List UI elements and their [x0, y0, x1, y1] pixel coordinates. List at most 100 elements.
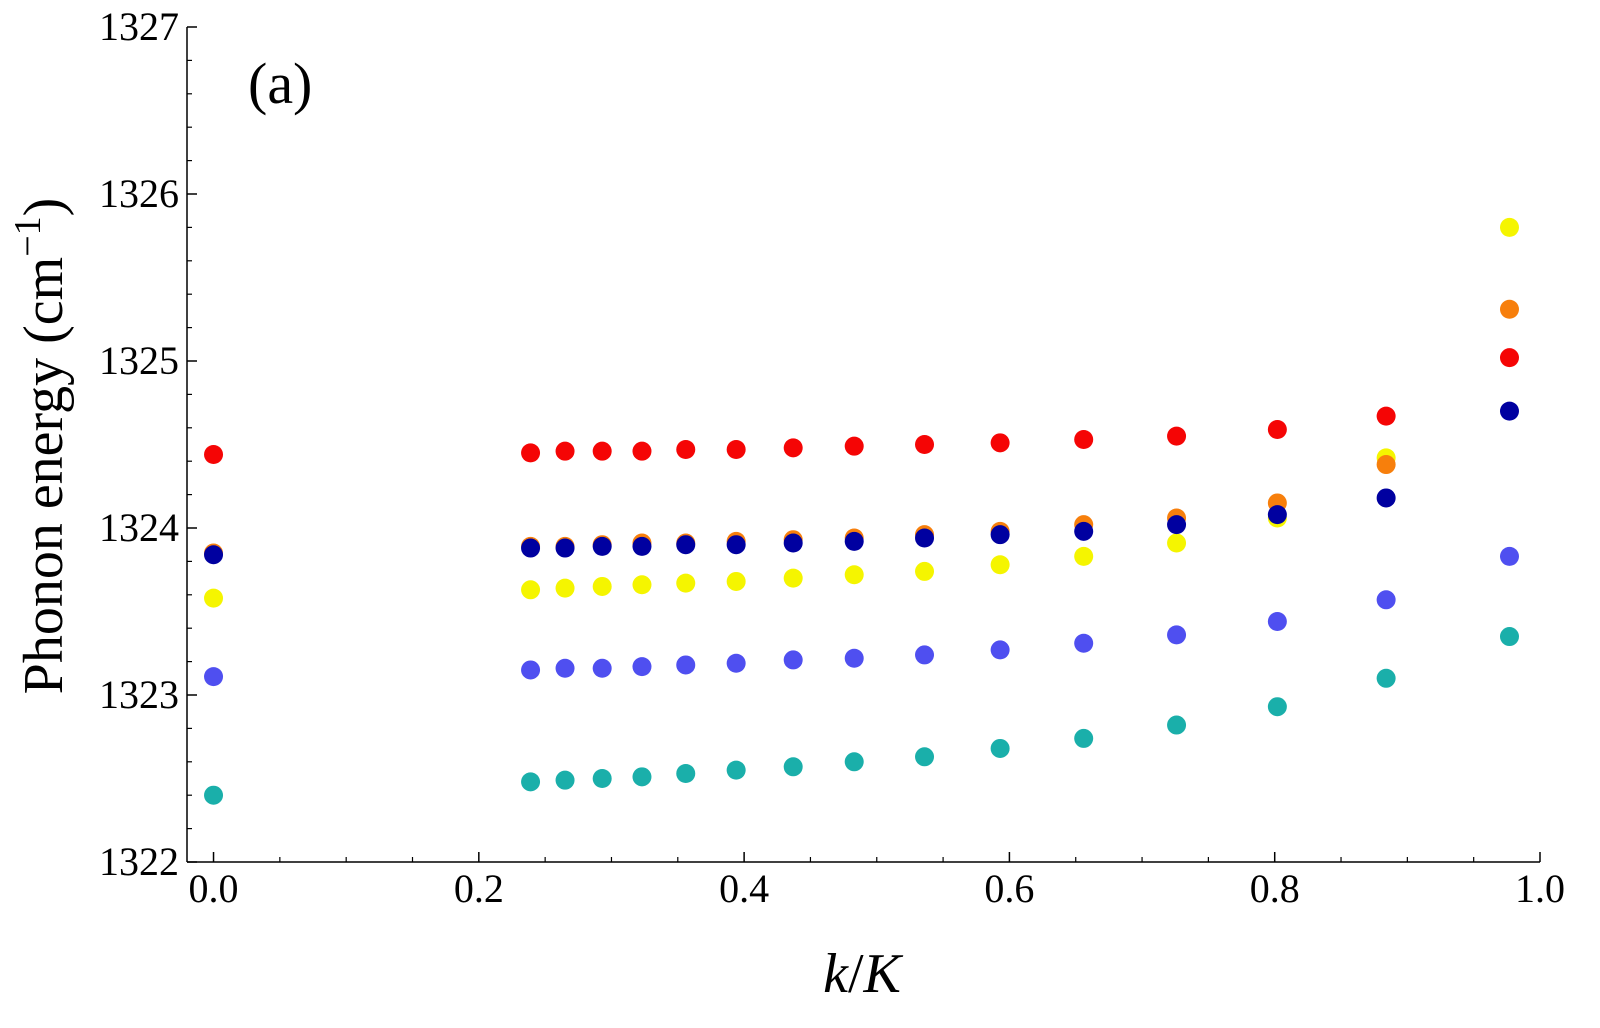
data-points	[204, 217, 1519, 805]
data-point	[1499, 401, 1519, 421]
data-point	[1376, 406, 1396, 426]
data-point	[204, 445, 224, 465]
data-point	[632, 767, 652, 787]
data-point	[726, 653, 746, 673]
data-point	[555, 658, 575, 678]
data-point	[1074, 546, 1094, 566]
data-point	[676, 573, 696, 593]
series-red	[204, 348, 1519, 465]
y-tick-label: 1327	[99, 4, 179, 49]
data-point	[915, 561, 935, 581]
data-point	[1074, 521, 1094, 541]
y-tick-label: 1323	[99, 672, 179, 717]
data-point	[1499, 299, 1519, 319]
data-point	[204, 785, 224, 805]
data-point	[1167, 625, 1187, 645]
data-point	[1267, 697, 1287, 717]
data-point	[844, 531, 864, 551]
data-point	[1074, 429, 1094, 449]
data-point	[204, 667, 224, 687]
data-point	[676, 655, 696, 675]
x-tick-label: 1.0	[1515, 866, 1565, 911]
data-point	[726, 571, 746, 591]
panel-label: (a)	[248, 51, 312, 116]
data-point	[1167, 715, 1187, 735]
data-point	[990, 555, 1010, 575]
data-point	[592, 441, 612, 461]
data-point	[915, 528, 935, 548]
data-point	[915, 435, 935, 454]
data-point	[555, 770, 575, 790]
y-axis-title: Phonon energy (cm−1)	[7, 198, 75, 695]
data-point	[592, 536, 612, 556]
series-orange	[204, 299, 1519, 563]
y-tick-label: 1322	[99, 839, 179, 884]
data-point	[1499, 348, 1519, 368]
data-point	[844, 436, 864, 456]
data-point	[592, 769, 612, 788]
data-point	[521, 443, 541, 463]
data-point	[783, 438, 803, 458]
data-point	[726, 535, 746, 555]
data-point	[783, 757, 803, 777]
data-point	[990, 433, 1010, 453]
data-point	[632, 575, 652, 595]
data-point	[1074, 633, 1094, 653]
data-point	[990, 525, 1010, 545]
data-point	[676, 763, 696, 783]
axes: 0.0 0.2 0.4 0.6 0.8 1.0 1322 1323 1324 1325 1326 13…	[99, 4, 1565, 911]
y-tick-label: 1324	[99, 505, 179, 550]
data-point	[555, 578, 575, 598]
data-point	[1167, 426, 1187, 446]
data-point	[915, 747, 935, 767]
x-axis-title: k/K	[823, 943, 903, 1005]
data-point	[990, 738, 1010, 758]
data-point	[1074, 728, 1094, 748]
data-point	[632, 657, 652, 677]
data-point	[726, 440, 746, 460]
data-point	[204, 545, 224, 565]
y-tick-label: 1325	[99, 338, 179, 383]
data-point	[844, 648, 864, 668]
data-point	[555, 441, 575, 461]
data-point	[1376, 668, 1396, 688]
data-point	[990, 640, 1010, 660]
series-navy	[204, 401, 1519, 565]
data-point	[1167, 533, 1187, 553]
data-point	[1376, 455, 1396, 475]
data-point	[632, 441, 652, 461]
x-tick-label: 0.2	[454, 866, 504, 911]
data-point	[1499, 627, 1519, 647]
series-yellow	[204, 217, 1519, 608]
data-point	[783, 568, 803, 588]
data-point	[1499, 217, 1519, 237]
data-point	[1267, 505, 1287, 525]
data-point	[555, 538, 575, 558]
data-point	[676, 440, 696, 460]
data-point	[521, 538, 541, 558]
series-teal	[204, 627, 1519, 805]
data-point	[1267, 419, 1287, 439]
data-point	[726, 760, 746, 780]
data-point	[521, 580, 541, 600]
x-tick-label: 0.4	[719, 866, 769, 911]
data-point	[676, 535, 696, 555]
data-point	[844, 565, 864, 585]
data-point	[1267, 612, 1287, 632]
series-slate-blue	[204, 546, 1519, 687]
data-point	[783, 533, 803, 553]
y-tick-label: 1326	[99, 171, 179, 216]
data-point	[592, 658, 612, 678]
data-point	[521, 772, 541, 792]
data-point	[1499, 546, 1519, 566]
data-point	[521, 660, 541, 680]
data-point	[1167, 515, 1187, 535]
data-point	[592, 576, 612, 596]
x-tick-label: 0.6	[984, 866, 1034, 911]
x-tick-label: 0.0	[189, 866, 239, 911]
data-point	[783, 650, 803, 670]
data-point	[915, 645, 935, 665]
data-point	[632, 536, 652, 556]
x-tick-label: 0.8	[1250, 866, 1300, 911]
